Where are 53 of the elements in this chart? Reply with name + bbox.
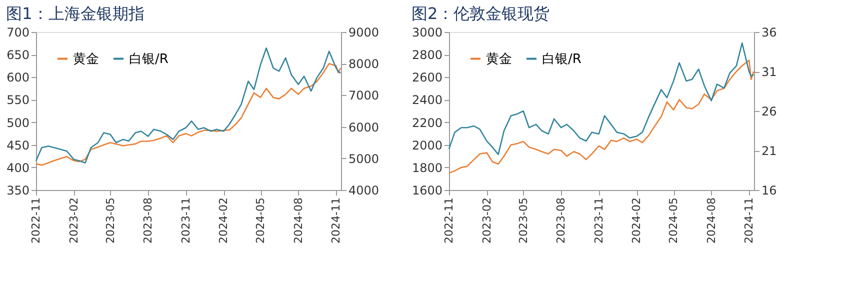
x-tick-label: 2024-02	[630, 198, 644, 244]
y-tick-label: 3000	[412, 26, 442, 40]
y-tick-label: 2000	[412, 138, 442, 152]
y-tick-label: 550	[6, 93, 30, 108]
legend-label: 白银/R	[542, 52, 582, 67]
y2-tick-label: 36	[762, 26, 777, 40]
y-tick-label: 650	[6, 48, 30, 62]
y2-tick-label: 26	[762, 104, 777, 118]
y2-tick-label: 8000	[348, 57, 380, 72]
y-tick-label: 400	[6, 160, 30, 175]
legend-label: 黄金	[486, 52, 512, 67]
x-tick-label: 2024-05	[254, 198, 268, 244]
y-tick-label: 450	[6, 138, 30, 152]
y-tick-label: 350	[6, 184, 30, 198]
chart-title: 图2：伦敦金银现货	[411, 4, 550, 23]
x-tick-label: 2024-08	[292, 198, 305, 244]
y2-tick-label: 31	[762, 65, 777, 79]
x-tick-label: 2024-11	[330, 198, 343, 244]
y2-tick-label: 9000	[348, 26, 380, 40]
x-tick-label: 2024-05	[667, 198, 680, 244]
x-tick-label: 2024-11	[742, 198, 756, 244]
y2-tick-label: 16	[762, 184, 777, 198]
x-tick-label: 2023-05	[516, 198, 530, 244]
legend-label: 黄金	[73, 52, 99, 67]
y2-tick-label: 5000	[348, 152, 380, 166]
y-tick-label: 700	[6, 26, 30, 40]
x-tick-label: 2024-08	[704, 198, 718, 244]
line-series	[35, 47, 342, 164]
x-tick-label: 2023-11	[179, 198, 192, 244]
y-tick-label: 1800	[412, 160, 442, 175]
x-tick-label: 2023-02	[480, 198, 494, 244]
x-tick-label: 2024-02	[217, 198, 230, 244]
x-tick-label: 2023-08	[142, 198, 155, 244]
x-tick-label: 2023-05	[104, 198, 117, 244]
x-tick-label: 2023-08	[554, 198, 568, 244]
legend-label: 白银/R	[129, 52, 168, 67]
y-tick-label: 1600	[412, 184, 442, 198]
x-tick-label: 2023-02	[67, 198, 80, 244]
x-tick-label: 2023-11	[592, 198, 606, 244]
y-tick-label: 2400	[412, 93, 442, 108]
y2-tick-label: 21	[762, 144, 777, 158]
y2-tick-label: 6000	[348, 120, 380, 134]
y-tick-label: 500	[6, 116, 30, 130]
x-tick-label: 2022-11	[442, 198, 456, 244]
y-tick-label: 600	[6, 70, 30, 85]
y2-tick-label: 4000	[348, 184, 380, 198]
line-series	[448, 42, 754, 156]
y-tick-label: 2200	[412, 116, 442, 130]
y-tick-label: 2800	[412, 48, 442, 62]
y2-tick-label: 7000	[348, 88, 380, 103]
chart-title: 图1：上海金银期指	[6, 4, 144, 23]
y-tick-label: 2600	[412, 70, 442, 85]
x-tick-label: 2022-11	[30, 198, 42, 244]
